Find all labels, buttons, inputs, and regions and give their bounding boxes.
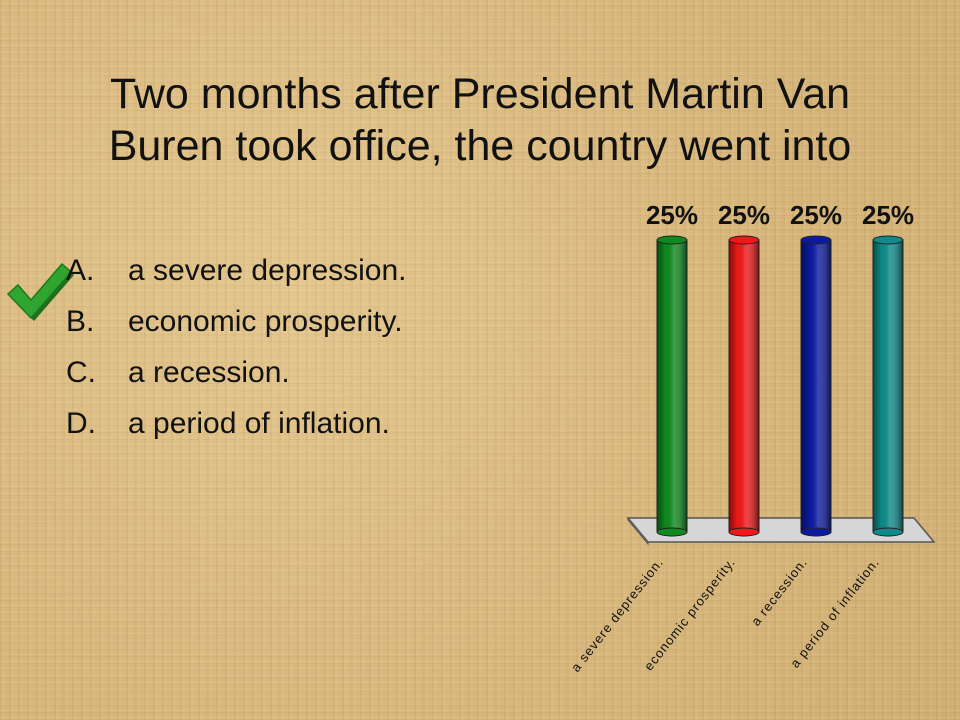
bar-top: [800, 235, 832, 245]
answer-text: economic prosperity.: [128, 305, 403, 338]
checkmark-icon: [6, 262, 74, 321]
bar-base: [800, 527, 832, 537]
answer-text: a severe depression.: [128, 254, 407, 287]
chart-floor-edge: [627, 516, 649, 546]
question-title: Two months after President Martin Van Bu…: [30, 68, 930, 172]
bar-shading: [800, 239, 832, 533]
question-title-line2: Buren took office, the country went into: [108, 122, 852, 170]
answer-letter: C.: [66, 356, 96, 389]
answer-letter: B.: [66, 305, 95, 338]
question-title-line1: Two months after President Martin Van: [109, 70, 851, 118]
category-tick-label: a recession.: [748, 555, 810, 629]
bar-value-label: 25%: [862, 200, 914, 230]
answer-list: A. a severe depression. B. economic pros…: [66, 250, 486, 454]
bar-top: [656, 235, 688, 245]
bar-shading: [728, 239, 760, 533]
answer-option-d[interactable]: D. a period of inflation.: [66, 403, 486, 445]
answer-option-c[interactable]: C. a recession.: [66, 352, 486, 394]
bar-top: [728, 235, 760, 245]
answer-letter: A.: [66, 254, 95, 287]
bar-value-label: 25%: [646, 200, 698, 230]
bar-base: [656, 527, 688, 537]
bar-value-label: 25%: [718, 200, 770, 230]
answer-text: a period of inflation.: [128, 407, 390, 440]
bar-shading: [656, 239, 688, 533]
answer-option-a[interactable]: A. a severe depression.: [66, 250, 486, 292]
bar-base: [728, 527, 760, 537]
answer-letter: D.: [66, 407, 96, 440]
bar-value-label: 25%: [790, 200, 842, 230]
bar-top: [872, 235, 904, 245]
bar-base: [872, 527, 904, 537]
answer-text: a recession.: [128, 356, 290, 389]
response-bar-chart: 25%a severe depression.25%economic prosp…: [568, 200, 936, 675]
bar-shading: [872, 239, 904, 533]
answer-option-b[interactable]: B. economic prosperity.: [66, 301, 486, 343]
